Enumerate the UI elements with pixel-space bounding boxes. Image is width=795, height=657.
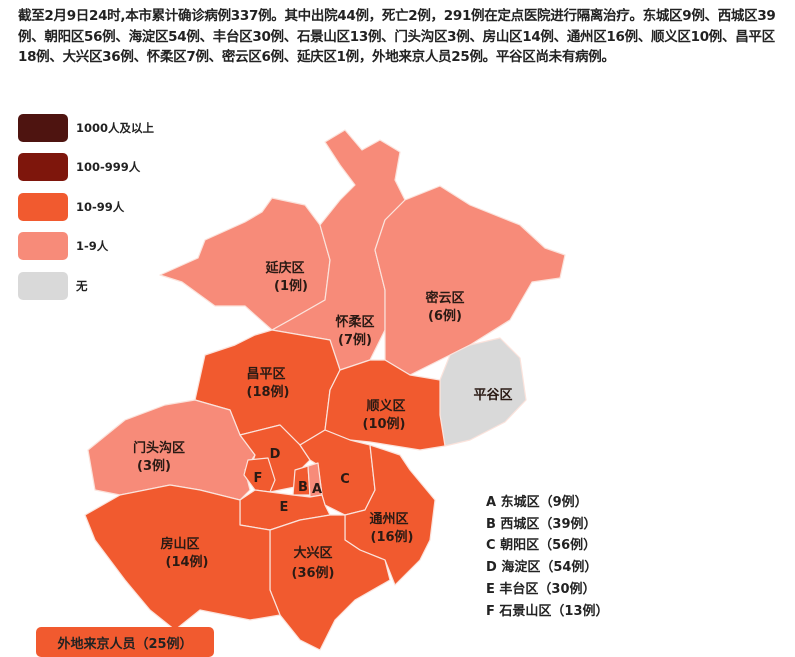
key-item: F 石景山区（13例） <box>486 603 609 619</box>
region-daxing[interactable] <box>269 514 391 651</box>
label-miyun: 密云区 <box>424 290 464 306</box>
region-fangshan[interactable] <box>84 484 281 631</box>
count-fangshan: (14例) <box>166 554 209 570</box>
label-fengtai: E <box>280 500 289 515</box>
legend-label: 1-9人 <box>76 239 109 254</box>
legend: 1000人及以上 100-999人 10-99人 1-9人 无 <box>18 108 154 306</box>
key-item: A 东城区（9例） <box>486 495 588 510</box>
legend-item: 1-9人 <box>18 227 154 267</box>
count-yanqing: (1例) <box>274 278 308 294</box>
label-chaoyang: C <box>340 472 350 487</box>
label-shunyi: 顺义区 <box>366 398 405 414</box>
label-tongzhou: 通州区 <box>369 511 408 527</box>
legend-swatch <box>18 153 68 182</box>
label-pinggu: 平谷区 <box>473 387 512 403</box>
legend-swatch <box>18 271 68 300</box>
label-xicheng: B <box>298 480 308 495</box>
count-huairou: (7例) <box>338 332 372 348</box>
legend-label: 无 <box>76 278 88 293</box>
count-daxing: (36例) <box>292 565 335 581</box>
legend-label: 100-999人 <box>76 160 141 175</box>
label-haidian: D <box>270 447 281 462</box>
count-tongzhou: (16例) <box>371 529 414 545</box>
label-huairou: 怀柔区 <box>335 314 374 330</box>
region-tongzhou[interactable] <box>344 444 436 586</box>
label-shijingshan: F <box>254 471 263 486</box>
key-item: B 西城区（39例） <box>486 516 597 532</box>
legend-label: 1000人及以上 <box>76 120 155 135</box>
count-miyun: (6例) <box>428 308 462 324</box>
key-item: D 海淀区（54例） <box>486 560 598 576</box>
label-daxing: 大兴区 <box>293 545 332 561</box>
label-fangshan: 房山区 <box>160 536 199 552</box>
legend-swatch <box>18 113 68 142</box>
outside-visitors-badge: 外地来京人员（25例） <box>36 627 214 657</box>
label-changping: 昌平区 <box>246 367 285 382</box>
legend-swatch <box>18 232 68 261</box>
legend-item: 10-99人 <box>18 187 154 227</box>
count-mentougou: (3例) <box>137 458 171 474</box>
legend-item: 无 <box>18 266 154 306</box>
label-dongcheng: A <box>312 482 322 497</box>
key-item: C 朝阳区（56例） <box>486 538 597 554</box>
label-mentougou: 门头沟区 <box>133 440 185 456</box>
summary-text: 截至2月9日24时,本市累计确诊病例337例。其中出院44例，死亡2例，291例… <box>18 8 776 65</box>
count-changping: (18例) <box>247 384 290 400</box>
key-item: E 丰台区（30例） <box>486 581 596 597</box>
legend-label: 10-99人 <box>76 199 125 214</box>
label-yanqing: 延庆区 <box>264 260 304 276</box>
legend-item: 100-999人 <box>18 148 154 188</box>
legend-item: 1000人及以上 <box>18 108 154 148</box>
district-key: A 东城区（9例） B 西城区（39例） C 朝阳区（56例） D 海淀区（54… <box>486 492 609 622</box>
region-miyun[interactable] <box>374 185 566 376</box>
legend-swatch <box>18 192 68 221</box>
count-shunyi: (10例) <box>363 416 406 432</box>
